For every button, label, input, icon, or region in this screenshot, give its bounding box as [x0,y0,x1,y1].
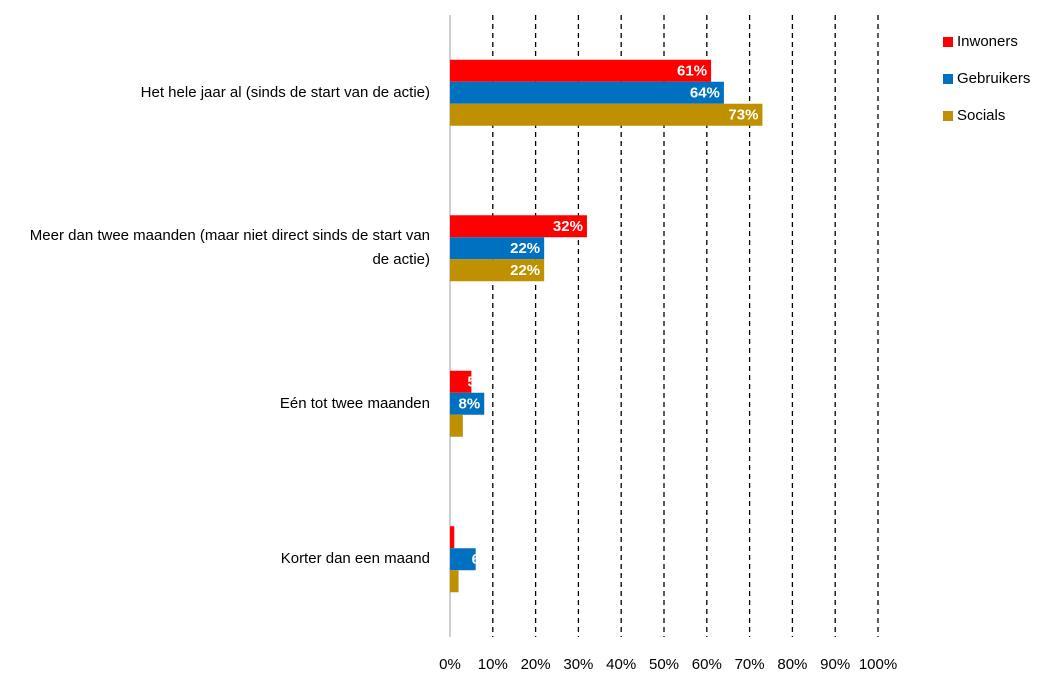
legend-swatch [943,74,953,84]
bar [450,370,472,393]
x-tick-label: 20% [521,656,551,673]
x-tick-label: 60% [692,656,722,673]
data-label: 73% [728,107,758,124]
legend-label: Inwoners [957,33,1018,50]
bar [450,59,712,82]
data-label: 64% [690,85,720,102]
x-tick-label: 30% [563,656,593,673]
category-label: Meer dan twee maanden (maar niet direct … [29,227,430,269]
data-label: 32% [553,218,583,235]
x-tick-label: 10% [478,656,508,673]
category-label: Korter dan een maand [280,550,430,568]
bar [450,570,459,593]
x-tick-label: 100% [859,656,897,673]
bar [450,392,485,415]
data-label: 5% [467,374,489,391]
bar [450,81,724,104]
data-label: 22% [510,262,540,279]
x-tick-label: 0% [439,656,461,673]
bar [450,259,545,282]
bar [450,548,476,571]
legend-label: Gebruikers [957,70,1030,87]
bar [450,237,545,260]
legend-label: Socials [957,107,1005,124]
x-tick-label: 70% [735,656,765,673]
legend-swatch [943,111,953,121]
data-label: 6% [472,551,494,568]
x-tick-label: 80% [777,656,807,673]
data-label: 61% [677,63,707,80]
x-tick-label: 50% [649,656,679,673]
x-tick-label: 40% [606,656,636,673]
bar [450,414,463,437]
category-label: Het hele jaar al (sinds de start van de … [140,83,430,101]
data-label: 8% [459,396,481,413]
bar [450,103,763,126]
data-label: 22% [510,240,540,257]
bar [450,526,455,549]
legend-swatch [943,37,953,47]
category-label: Eén tot twee maanden [279,394,430,412]
x-tick-label: 90% [820,656,850,673]
bar [450,215,587,238]
